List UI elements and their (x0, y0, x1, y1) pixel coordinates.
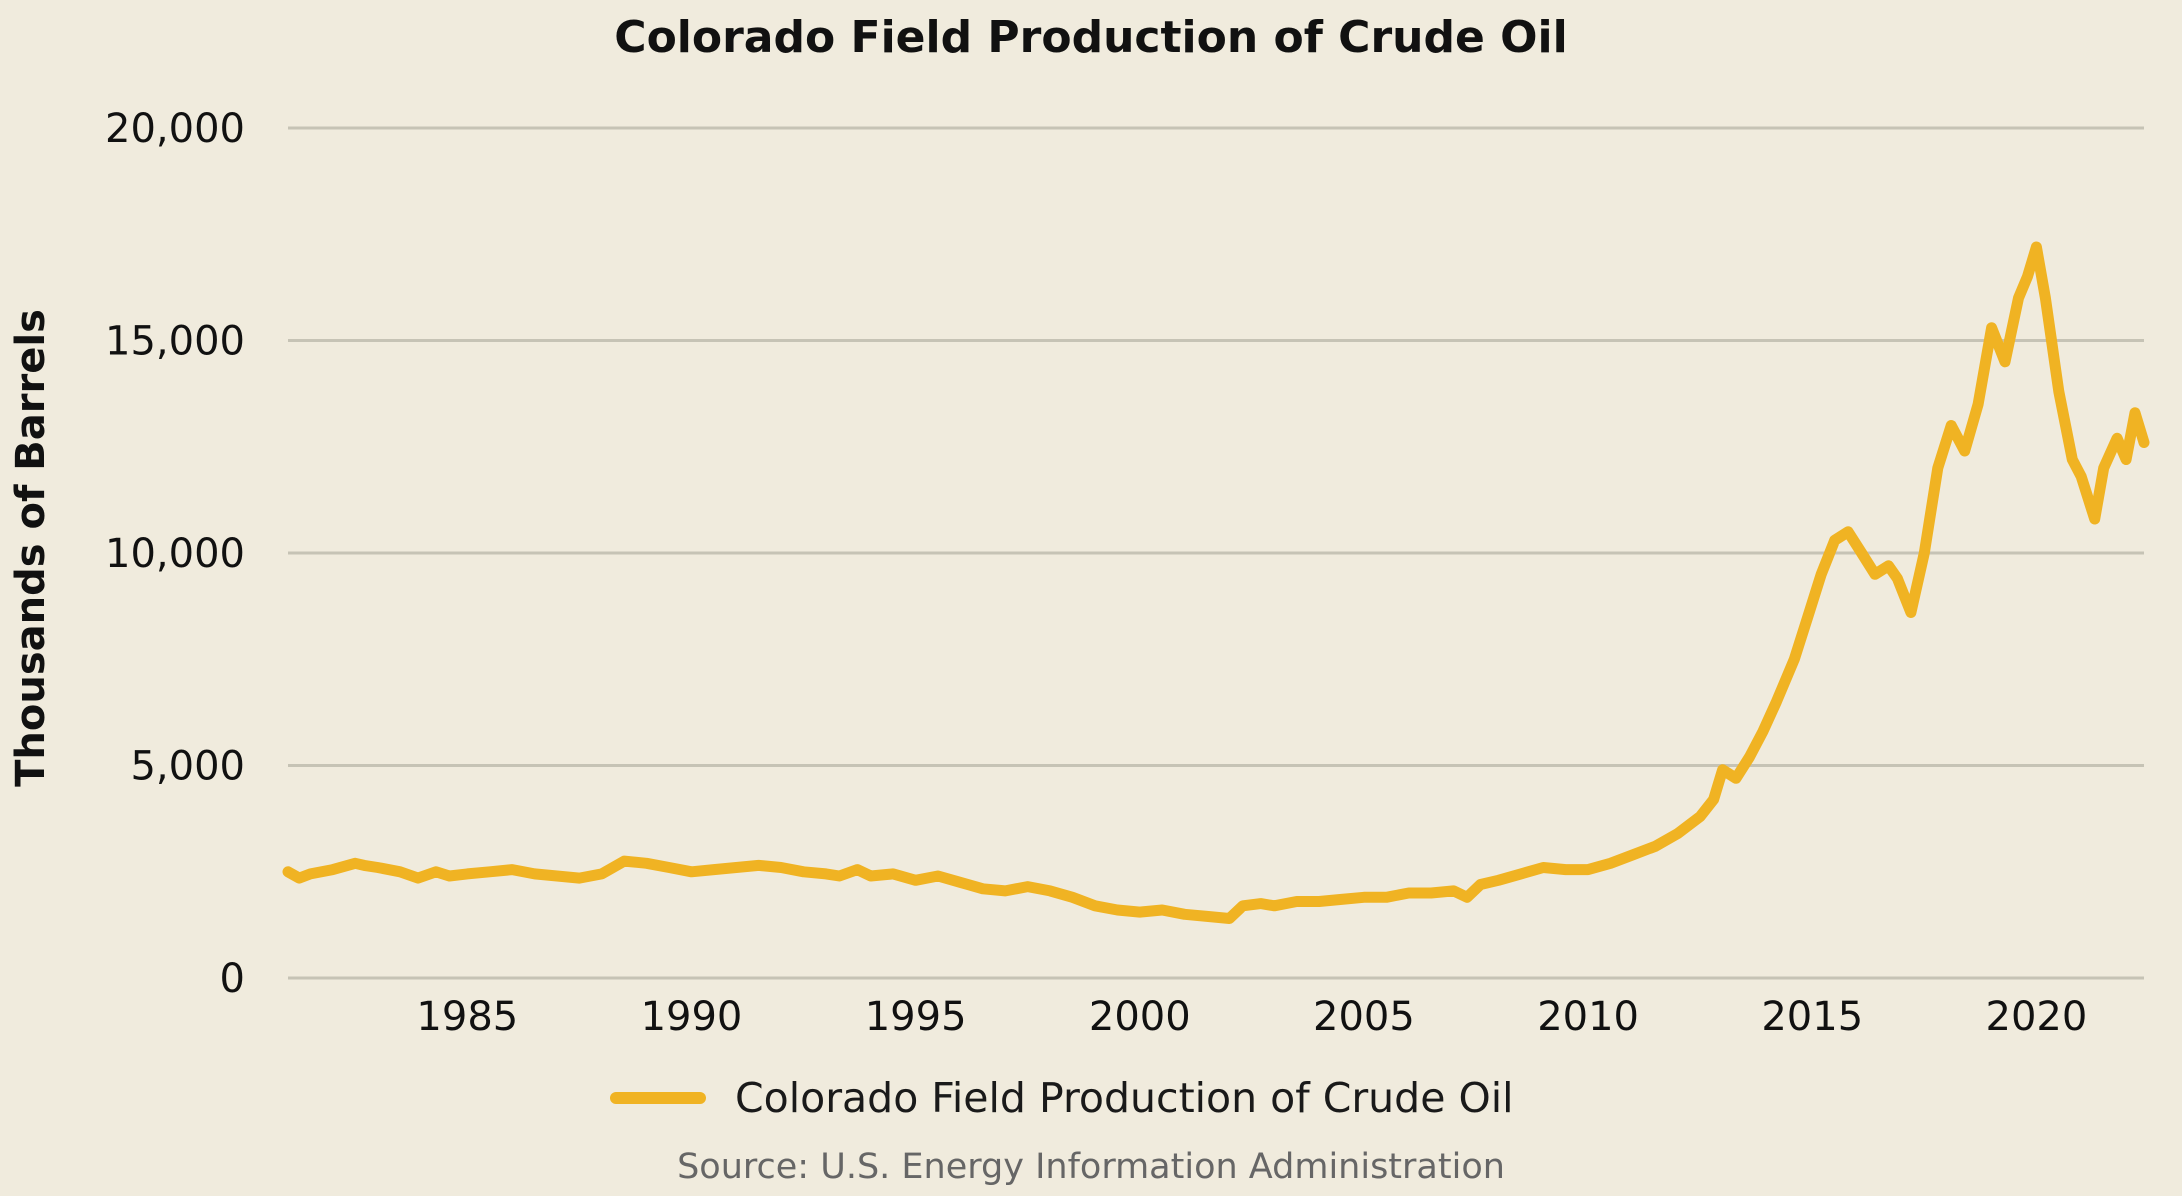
x-tick-label-2: 1995 (865, 994, 967, 1040)
series-line-0 (282, 241, 2150, 924)
chart-title: Colorado Field Production of Crude Oil (614, 12, 1567, 63)
y-tick-label-3: 15,000 (105, 319, 245, 365)
gridlines (288, 126, 2144, 980)
y-axis-label: Thousands of Barrels (8, 309, 54, 787)
y-tick-label-1: 5,000 (130, 744, 245, 790)
legend: Colorado Field Production of Crude Oil (610, 1074, 1514, 1122)
series-layer (282, 241, 2150, 924)
x-tick-label-1: 1990 (641, 994, 743, 1040)
x-tick-label-5: 2010 (1537, 994, 1639, 1040)
y-tick-label-4: 20,000 (105, 106, 245, 152)
x-tick-label-0: 1985 (416, 994, 518, 1040)
y-axis-ticks: 0 5,000 10,000 15,000 20,000 (105, 106, 245, 1002)
x-tick-label-6: 2015 (1761, 994, 1863, 1040)
source-note: Source: U.S. Energy Information Administ… (677, 1147, 1505, 1187)
y-tick-label-0: 0 (220, 956, 245, 1002)
y-tick-label-2: 10,000 (105, 531, 245, 577)
x-tick-label-4: 2005 (1313, 994, 1415, 1040)
x-axis-ticks: 1985 1990 1995 2000 2005 2010 2015 2020 (416, 994, 2087, 1040)
x-tick-label-3: 2000 (1089, 994, 1191, 1040)
x-tick-label-7: 2020 (1986, 994, 2088, 1040)
legend-label: Colorado Field Production of Crude Oil (735, 1074, 1514, 1122)
